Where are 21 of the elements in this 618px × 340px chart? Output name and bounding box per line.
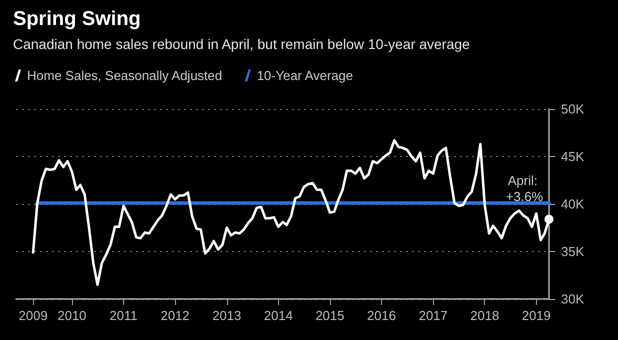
- x-tick-label: 2012: [160, 308, 190, 323]
- x-tick-label: 2009: [18, 308, 48, 323]
- y-tick-label: 40K: [561, 196, 584, 212]
- x-tick-label: 2018: [470, 308, 500, 323]
- y-tick-label: 50K: [561, 102, 584, 116]
- legend-label: 10-Year Average: [256, 68, 353, 83]
- annotation: April: +3.6%: [506, 173, 544, 204]
- x-tick-label: 2016: [366, 308, 396, 323]
- y-tick-label: 35K: [561, 244, 584, 259]
- x-tick-label: 2011: [110, 308, 138, 323]
- x-tick-label: 2017: [418, 308, 448, 323]
- x-tick-label: 2013: [212, 308, 242, 323]
- y-tick-label: 30K: [561, 292, 584, 306]
- x-tick-label: 2019: [522, 308, 551, 323]
- y-tick-label: 45K: [561, 149, 584, 164]
- x-tick-label: 2014: [264, 308, 293, 323]
- chart-subtitle: Canadian home sales rebound in April, but remain below 10-year average: [13, 36, 470, 52]
- x-tick-label: 2010: [57, 308, 86, 323]
- x-tick-label: 2015: [315, 308, 344, 323]
- legend-label: Home Sales, Seasonally Adjusted: [27, 68, 222, 83]
- chart-title: Spring Swing: [13, 8, 141, 30]
